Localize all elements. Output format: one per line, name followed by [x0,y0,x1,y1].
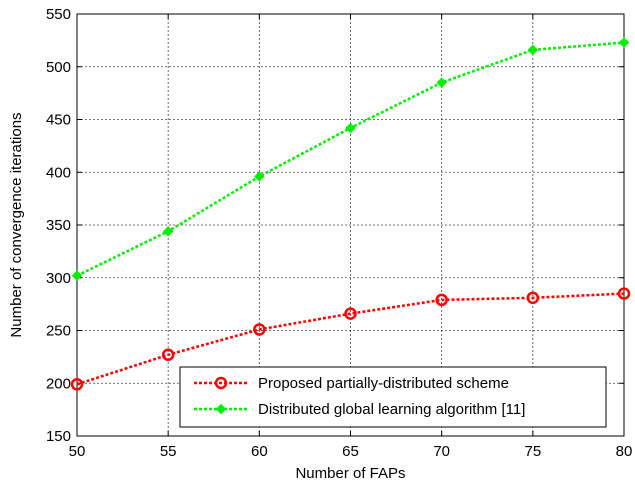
x-tick-label: 75 [524,443,541,460]
series-2-point [71,270,83,281]
x-tick-label: 65 [342,443,359,460]
y-tick-label: 350 [46,217,71,234]
series-1-point [161,348,175,362]
series-1-point [253,323,266,336]
x-tick-label: 60 [251,443,268,460]
y-tick-label: 550 [46,6,71,23]
x-tick-label: 80 [616,443,633,460]
x-tick-label: 50 [69,443,86,460]
series-1-point [70,378,84,391]
y-tick-label: 150 [46,428,71,445]
series-1-line [76,292,625,386]
legend-label-2: Distributed global learning algorithm [1… [258,401,525,418]
series-2-point [162,226,174,237]
series-2-point [254,171,265,182]
series-1-point [435,293,448,307]
y-tick-label: 300 [46,270,71,287]
series-2-point [345,122,356,134]
y-tick-label: 200 [46,375,71,392]
legend-marker-1 [214,376,228,390]
y-axis-label: Number of convergence iterations [8,112,25,337]
legend-marker-2 [215,403,227,415]
legend: Proposed partially-distributed scheme Dis… [179,366,607,428]
series-2-point [436,77,447,88]
series-1-point [344,307,357,320]
series-1-point [526,291,540,305]
axis-ticks: 50 55 60 65 70 75 80 150 200 250 300 350 400 450 500 55… [46,6,632,460]
y-tick-label: 250 [46,323,71,340]
x-tick-label: 55 [160,443,177,460]
series-2-point [618,37,630,48]
x-tick-label: 70 [433,443,450,460]
legend-box [179,366,607,428]
y-tick-label: 450 [46,112,71,129]
data-series [70,37,631,391]
y-tick-label: 500 [46,59,71,76]
legend-label-1: Proposed partially-distributed scheme [258,375,509,392]
series-2-point [527,44,539,56]
x-axis-label: Number of FAPs [295,465,405,482]
series-1-point [617,287,631,300]
y-tick-label: 400 [46,164,71,181]
